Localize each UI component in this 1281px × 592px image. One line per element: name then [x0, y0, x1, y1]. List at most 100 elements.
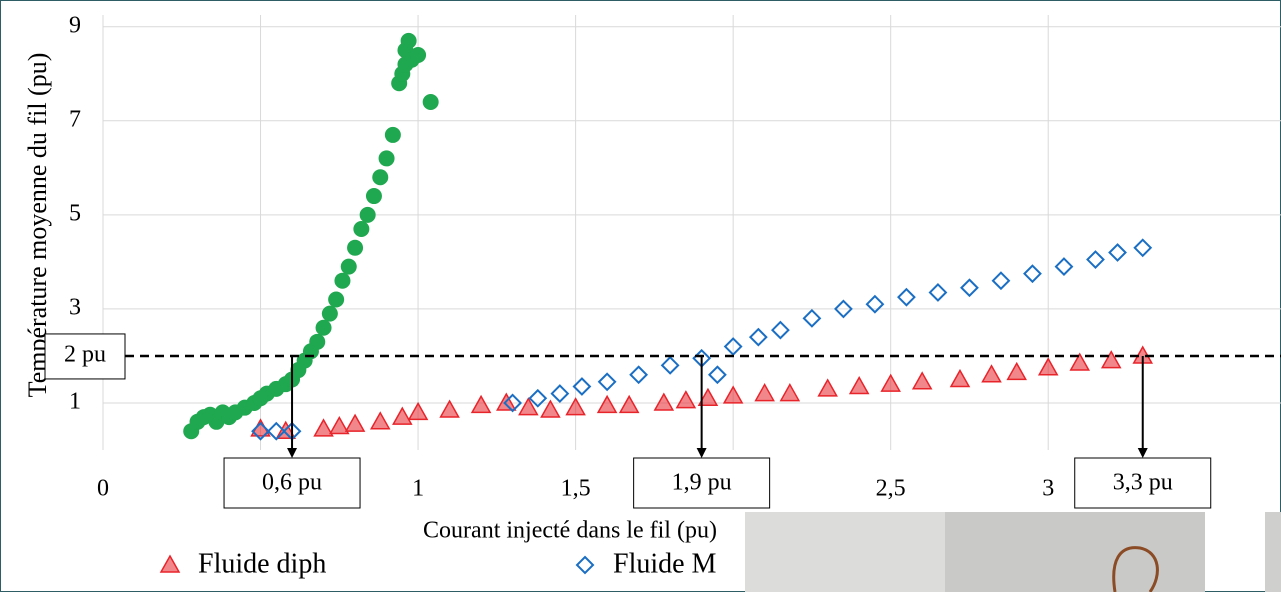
- point: [344, 413, 366, 432]
- point: [629, 365, 649, 385]
- point: [597, 372, 617, 392]
- point: [660, 355, 680, 375]
- point: [779, 383, 801, 402]
- point: [1054, 257, 1074, 277]
- point: [439, 399, 460, 418]
- point: [422, 94, 439, 110]
- point: [470, 394, 492, 414]
- point: [1037, 357, 1059, 376]
- point: [347, 239, 364, 256]
- point: [313, 418, 334, 437]
- point: [707, 365, 727, 385]
- point: [697, 387, 719, 407]
- point: [309, 333, 326, 350]
- annotation-label: 3,3 pu: [1113, 470, 1173, 496]
- point: [321, 305, 338, 322]
- arrow-tip: [696, 448, 707, 458]
- point: [802, 308, 822, 328]
- point: [334, 272, 351, 289]
- point: [397, 56, 414, 73]
- point: [565, 397, 586, 416]
- point: [315, 319, 332, 336]
- photo-2: [1265, 512, 1281, 592]
- y-tick-label: 5: [69, 200, 81, 226]
- legend-marker: [159, 554, 181, 573]
- point: [834, 299, 853, 319]
- point: [897, 287, 916, 307]
- point: [1069, 352, 1091, 371]
- point: [880, 373, 901, 392]
- point: [378, 150, 395, 167]
- point: [911, 371, 933, 390]
- point: [340, 258, 357, 275]
- y-tick-label: 3: [69, 294, 81, 320]
- point: [359, 206, 376, 223]
- point: [400, 32, 417, 49]
- legend-label: Fluide diph: [198, 548, 326, 579]
- point: [675, 390, 697, 409]
- point: [722, 385, 744, 404]
- threshold-label: 2 pu: [64, 341, 106, 367]
- photo-wire: [1112, 546, 1159, 592]
- point: [329, 415, 350, 435]
- point: [653, 392, 675, 411]
- point: [1006, 361, 1027, 381]
- point: [372, 169, 389, 186]
- point: [618, 394, 640, 414]
- x-tick-label: 1,5: [561, 476, 591, 502]
- point: [596, 394, 618, 414]
- point: [848, 375, 870, 395]
- x-tick-label: 0: [97, 476, 109, 502]
- annotation-label: 0,6 pu: [262, 470, 322, 496]
- point: [392, 406, 413, 425]
- x-tick-label: 1: [412, 476, 424, 502]
- point: [1133, 238, 1153, 258]
- point: [981, 364, 1002, 383]
- point: [328, 291, 345, 308]
- x-tick-label: 3: [1042, 476, 1054, 502]
- y-tick-label: 9: [69, 12, 81, 38]
- x-tick-label: 2,5: [876, 476, 906, 502]
- photo-shade: [745, 512, 945, 592]
- point: [949, 368, 971, 388]
- y-tick-label: 1: [69, 388, 81, 414]
- point: [928, 283, 948, 302]
- point: [384, 126, 401, 143]
- arrow-tip: [287, 448, 298, 458]
- legend-marker: [575, 555, 595, 575]
- point: [266, 421, 286, 441]
- point: [353, 220, 370, 237]
- point: [754, 383, 775, 402]
- point: [1108, 243, 1127, 262]
- point: [960, 278, 979, 298]
- point: [991, 271, 1011, 291]
- legend-label: Fluide M: [613, 548, 717, 579]
- x-axis-title: Courant injecté dans le fil (pu): [423, 518, 717, 544]
- y-tick-label: 7: [69, 106, 81, 132]
- point: [365, 188, 382, 205]
- point: [540, 399, 561, 418]
- arrow-tip: [1137, 448, 1148, 458]
- point: [865, 294, 885, 314]
- point: [748, 327, 768, 347]
- point: [369, 411, 391, 430]
- point: [723, 337, 743, 356]
- point: [770, 320, 790, 340]
- point: [1100, 350, 1122, 369]
- annotation-label: 1,9 pu: [672, 470, 732, 496]
- point: [251, 421, 270, 441]
- point: [528, 388, 548, 408]
- threshold-box: [44, 333, 126, 380]
- point: [1086, 250, 1105, 269]
- annotation-box: [633, 457, 771, 509]
- point: [817, 378, 838, 397]
- annotation-box: [1074, 457, 1212, 509]
- point: [1023, 264, 1042, 284]
- point: [572, 377, 592, 396]
- annotation-box: [223, 457, 361, 509]
- point: [503, 393, 523, 413]
- point: [410, 46, 427, 63]
- point: [518, 397, 539, 416]
- point: [407, 401, 429, 421]
